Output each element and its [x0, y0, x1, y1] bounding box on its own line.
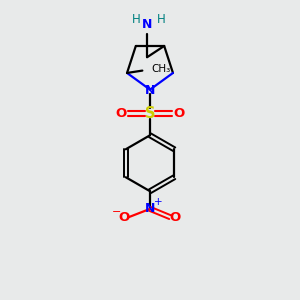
Text: O: O: [116, 107, 127, 120]
Text: H: H: [131, 13, 140, 26]
Text: S: S: [145, 106, 155, 121]
Text: O: O: [170, 211, 181, 224]
Text: +: +: [154, 197, 163, 207]
Text: −: −: [112, 207, 121, 217]
Text: CH₃: CH₃: [152, 64, 171, 74]
Text: N: N: [142, 18, 152, 32]
Text: N: N: [145, 202, 155, 215]
Text: O: O: [173, 107, 184, 120]
Text: H: H: [157, 13, 166, 26]
Text: O: O: [118, 211, 129, 224]
Text: N: N: [145, 84, 155, 97]
